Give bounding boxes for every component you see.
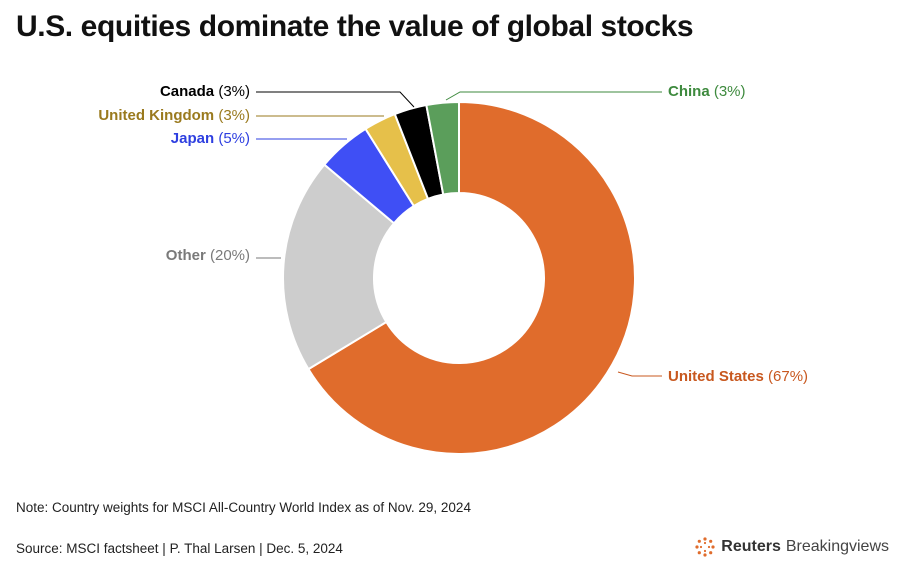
leader-china — [445, 91, 662, 101]
chart-title: U.S. equities dominate the value of glob… — [16, 10, 694, 43]
label-value: (3%) — [710, 83, 746, 100]
label-value: (3%) — [214, 83, 250, 100]
label-japan: Japan (5%) — [171, 130, 250, 147]
brand-breakingviews: Breakingviews — [785, 538, 889, 555]
slice-united-states — [307, 100, 636, 455]
donut-slices — [282, 100, 636, 455]
label-value: (20%) — [206, 247, 250, 264]
brand-reuters: Reuters — [721, 538, 781, 555]
label-other: Other (20%) — [166, 247, 250, 264]
slice-other — [282, 163, 396, 371]
slice-china — [425, 100, 460, 196]
chart-note: Note: Country weights for MSCI All-Count… — [16, 500, 471, 515]
chart-source: Source: MSCI factsheet | P. Thal Larsen … — [16, 541, 343, 556]
brand-logo: Reuters Breakingviews — [694, 536, 889, 558]
label-leader-lines — [256, 91, 662, 377]
slice-labels: United States (67%) Other (20%) Japan (5%)… — [98, 83, 808, 385]
label-value: (3%) — [214, 107, 250, 124]
label-value: (5%) — [214, 130, 250, 147]
label-united-kingdom: United Kingdom (3%) — [98, 107, 250, 124]
reuters-dot-logo-icon — [695, 537, 715, 557]
label-name: Canada — [160, 83, 215, 100]
label-name: Japan — [171, 130, 214, 147]
label-value: (67%) — [764, 368, 808, 385]
label-name: United States — [668, 368, 764, 385]
label-name: Other — [166, 247, 206, 264]
leader-united-states — [617, 371, 662, 377]
label-united-states: United States (67%) — [668, 368, 808, 385]
leader-canada — [256, 91, 415, 108]
label-china: China (3%) — [668, 83, 746, 100]
label-name: United Kingdom — [98, 107, 214, 124]
label-canada: Canada (3%) — [160, 83, 250, 100]
label-name: China — [668, 83, 710, 100]
